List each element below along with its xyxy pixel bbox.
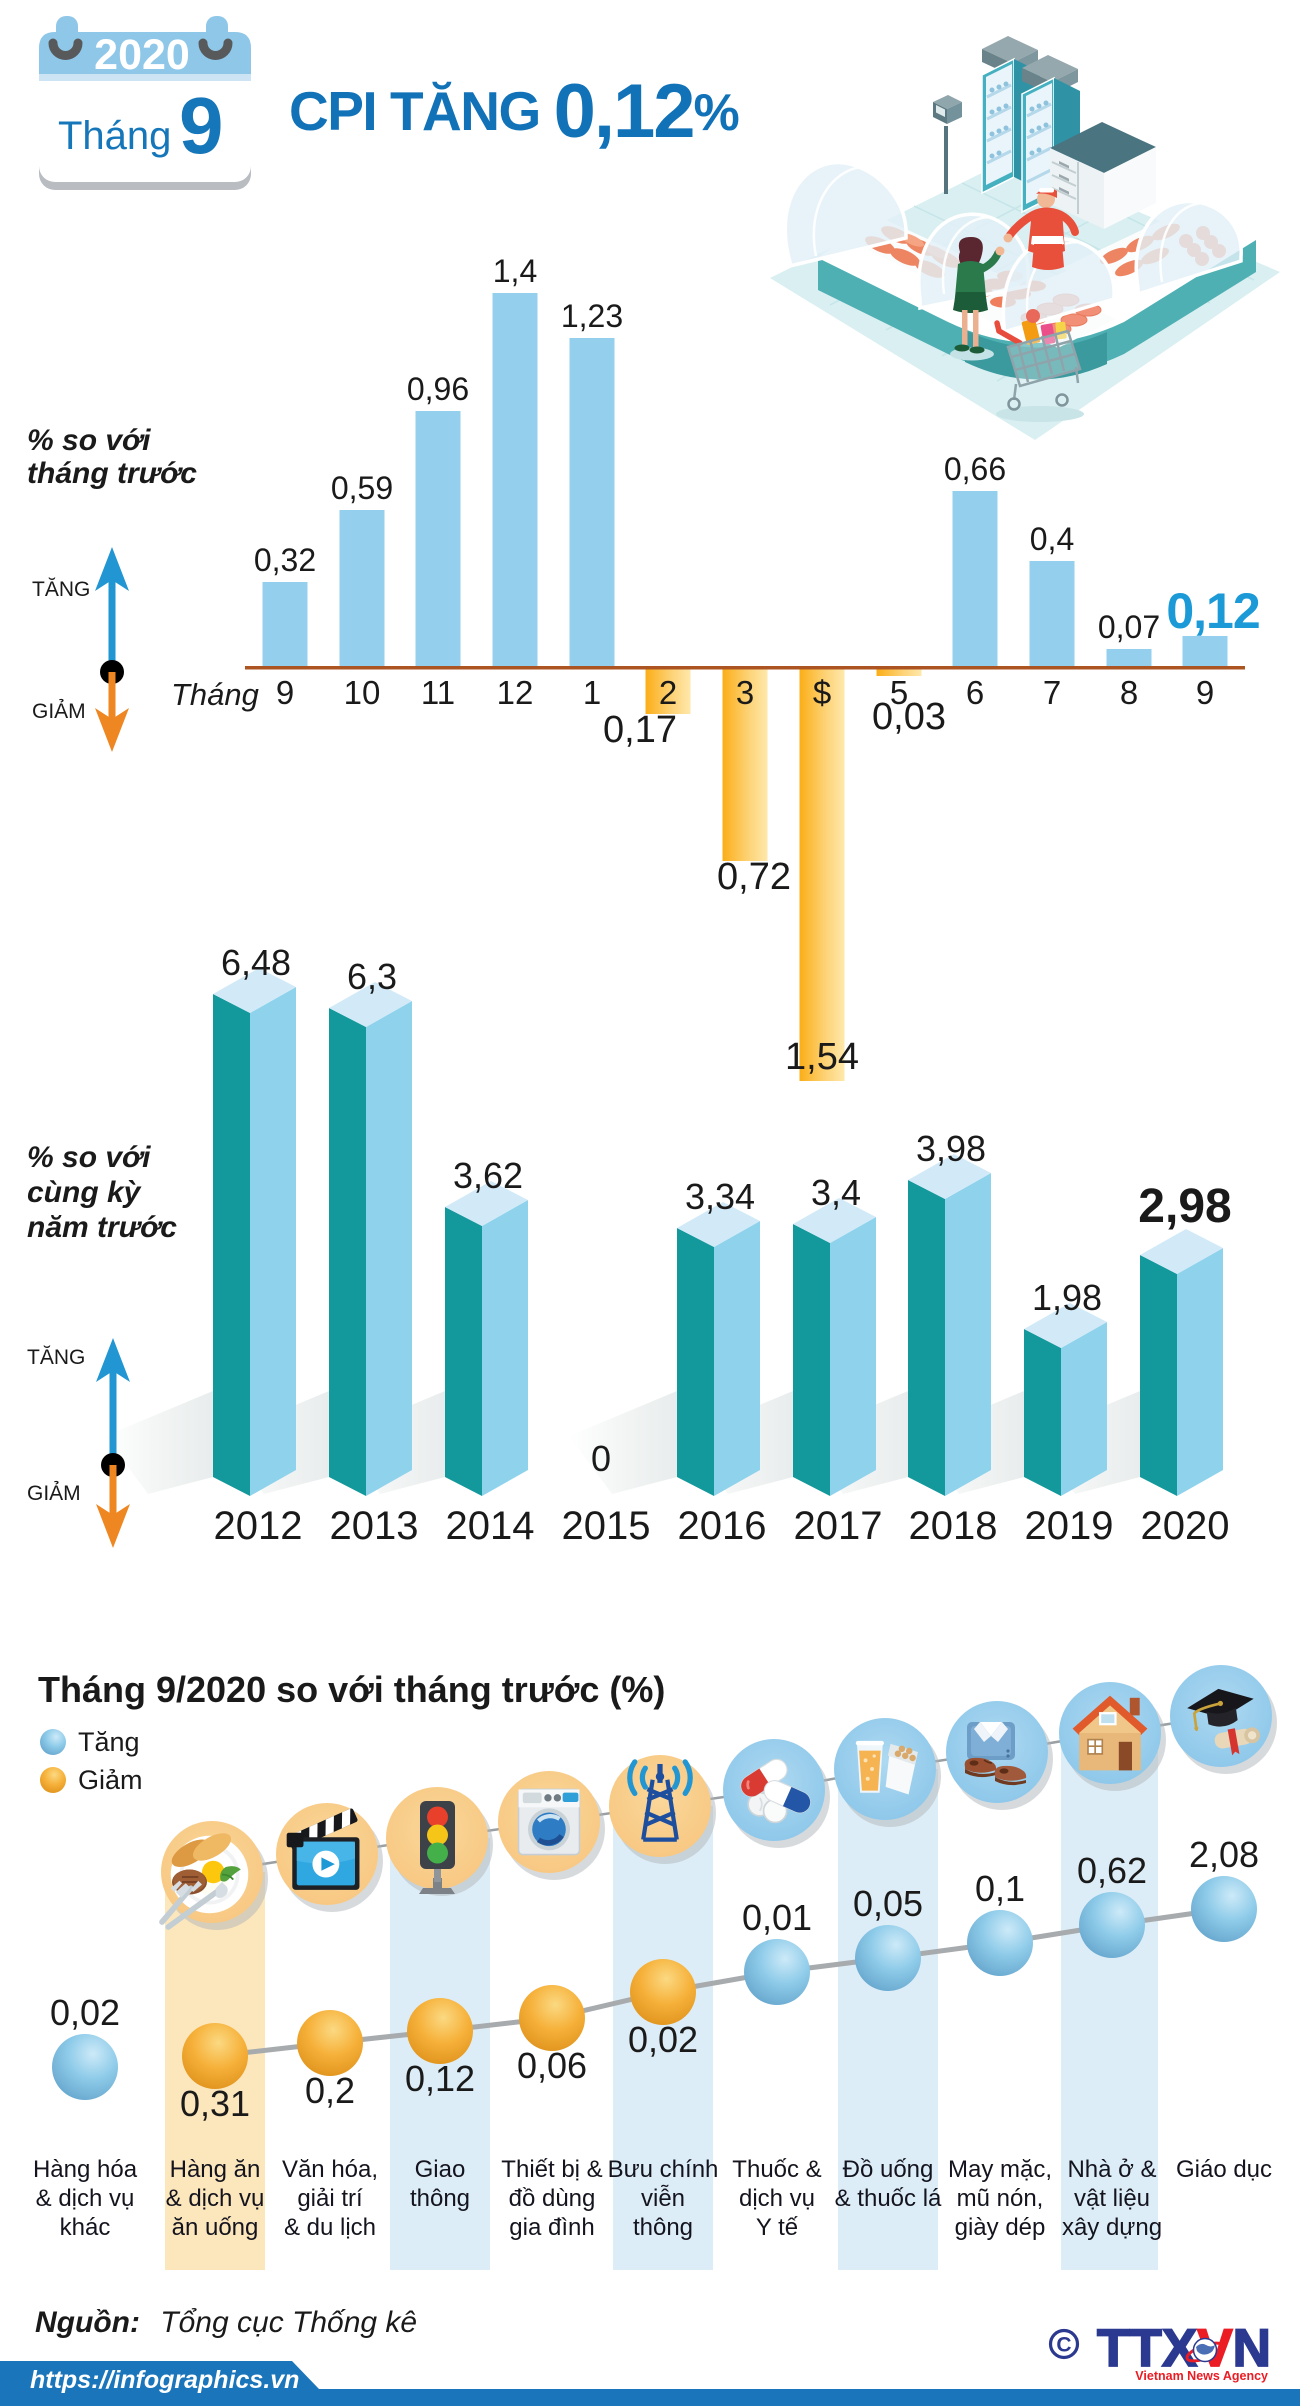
svg-text:Vietnam News Agency: Vietnam News Agency — [1135, 2369, 1268, 2383]
svg-text:TTXVN: TTXVN — [1097, 2319, 1271, 2378]
svg-text:C: C — [1056, 2334, 1071, 2357]
